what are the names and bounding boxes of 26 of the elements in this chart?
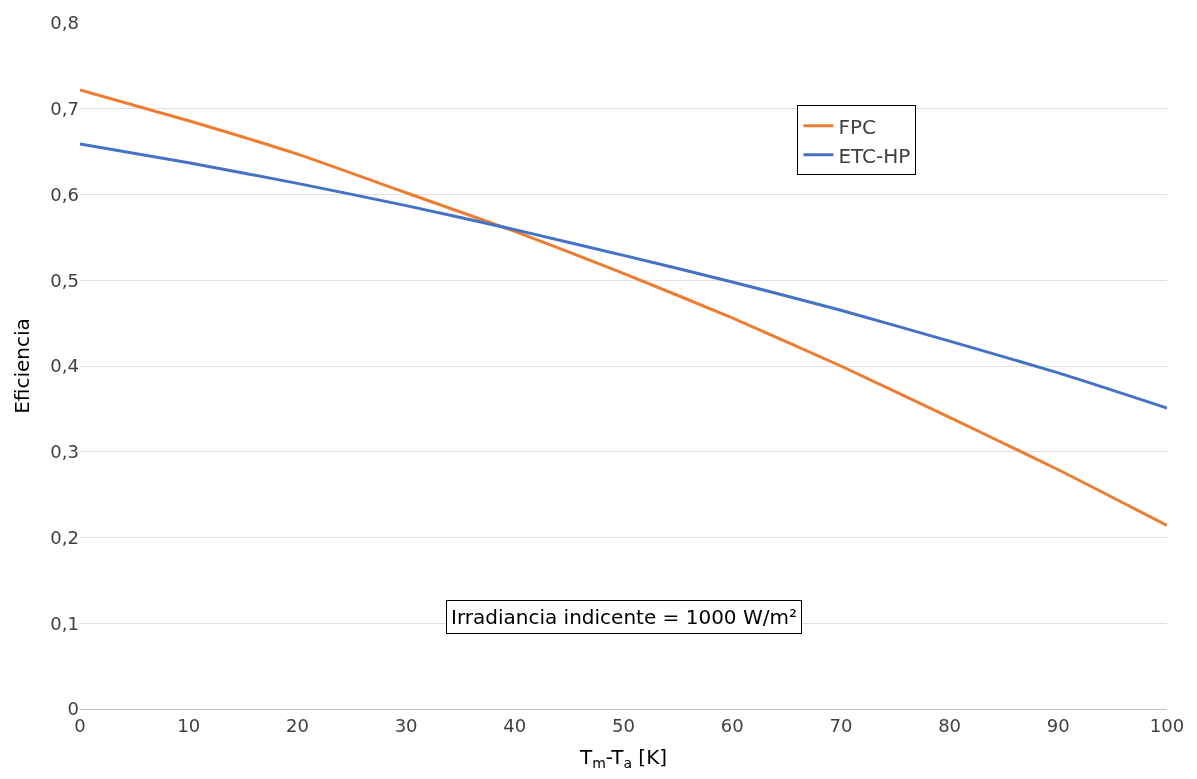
x-tick-label: 30 bbox=[394, 714, 418, 736]
x-tick-label: 90 bbox=[1046, 714, 1070, 736]
legend-label: FPC bbox=[838, 114, 876, 139]
y-tick-label: 0,8 bbox=[50, 12, 79, 34]
line-series bbox=[80, 88, 1167, 527]
x-tick-label: 20 bbox=[285, 714, 309, 736]
y-tick-label: 0,1 bbox=[50, 612, 79, 634]
y-tick-label: 0,2 bbox=[50, 526, 79, 548]
x-tick-label: 70 bbox=[829, 714, 853, 736]
x-tick-label: 40 bbox=[503, 714, 527, 736]
y-tick-label: 0,3 bbox=[50, 441, 79, 463]
line-series bbox=[80, 142, 1167, 410]
legend-label: ETC-HP bbox=[838, 143, 911, 168]
x-tick-label: 50 bbox=[612, 714, 635, 736]
x-axis-title: T$_{m}$-T$_{a}$ [K] bbox=[578, 745, 668, 772]
y-tick-label: 0,7 bbox=[50, 98, 79, 120]
y-tick-label: 0,6 bbox=[50, 183, 79, 205]
x-tick-label: 10 bbox=[177, 714, 201, 736]
y-tick-label: 0,4 bbox=[50, 355, 79, 377]
x-tick-label: 80 bbox=[938, 714, 962, 736]
y-axis-title: Eficiencia bbox=[9, 318, 34, 414]
y-tick-label: 0 bbox=[67, 698, 79, 720]
y-tick-label: 0,5 bbox=[50, 269, 79, 291]
x-tick-label: 60 bbox=[720, 714, 744, 736]
x-tick-label: 100 bbox=[1149, 714, 1185, 736]
annotation: Irradiancia indicente = 1000 W/m² bbox=[451, 605, 797, 629]
